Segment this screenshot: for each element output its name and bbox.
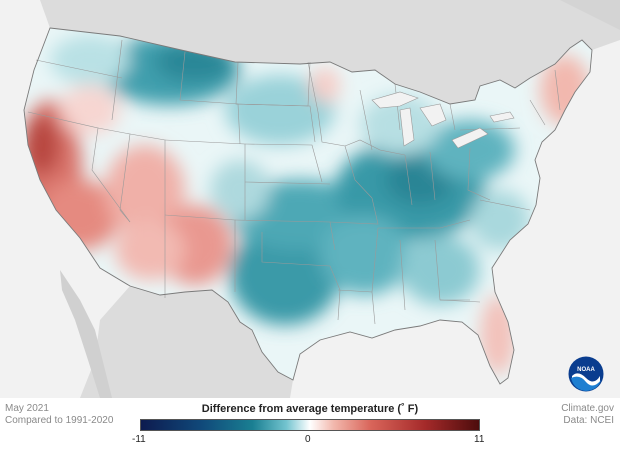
legend-color-bar <box>140 419 480 431</box>
map-baseline: Compared to 1991-2020 <box>5 415 114 426</box>
state-borders <box>27 39 561 325</box>
map-period: May 2021 <box>5 403 49 414</box>
surrounding-land <box>40 0 620 398</box>
noaa-logo-text: NOAA <box>577 367 595 373</box>
map-footer: May 2021 Compared to 1991-2020 Differenc… <box>0 398 620 450</box>
great-lakes <box>371 91 515 149</box>
temperature-anomaly-map <box>23 0 620 398</box>
legend-title: Difference from average temperature (˚ F… <box>201 403 419 415</box>
legend-tick-min: -11 <box>132 434 146 445</box>
noaa-logo: NOAA <box>568 356 604 392</box>
us-outline <box>23 27 593 385</box>
legend-tick-zero: 0 <box>305 434 311 445</box>
map-period-info: May 2021 Compared to 1991-2020 <box>5 403 113 427</box>
legend-tick-max: 11 <box>474 434 485 445</box>
credit-data-source: Data: NCEI <box>563 415 614 426</box>
map-svg <box>23 0 620 398</box>
credit-climate-gov: Climate.gov <box>561 403 614 414</box>
map-credits: Climate.gov Data: NCEI <box>561 403 614 427</box>
